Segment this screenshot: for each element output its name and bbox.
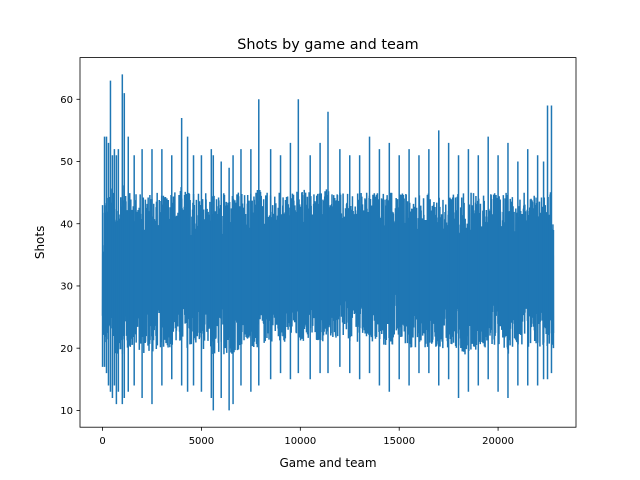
y-tick-label: 40 bbox=[60, 219, 73, 230]
y-axis-ticks: 10 20 30 40 50 60 bbox=[60, 95, 80, 417]
series-layer bbox=[101, 74, 555, 411]
x-tick-label: 15000 bbox=[383, 436, 415, 447]
x-tick-label: 10000 bbox=[284, 436, 316, 447]
y-axis-label: Shots bbox=[33, 226, 47, 260]
y-tick-label: 60 bbox=[60, 95, 73, 106]
plot-frame bbox=[79, 57, 577, 428]
y-tick-label: 20 bbox=[60, 344, 73, 355]
x-axis-ticks: 0 5000 10000 15000 20000 bbox=[99, 427, 514, 447]
x-tick-label: 0 bbox=[99, 436, 105, 447]
y-tick-label: 50 bbox=[60, 157, 73, 168]
x-tick-label: 5000 bbox=[189, 436, 214, 447]
series-line-extremes bbox=[101, 74, 555, 411]
chart-title: Shots by game and team bbox=[237, 37, 418, 53]
x-axis-label: Game and team bbox=[279, 456, 376, 470]
y-tick-label: 30 bbox=[60, 282, 73, 293]
x-tick-label: 20000 bbox=[482, 436, 514, 447]
y-tick-label: 10 bbox=[60, 406, 73, 417]
